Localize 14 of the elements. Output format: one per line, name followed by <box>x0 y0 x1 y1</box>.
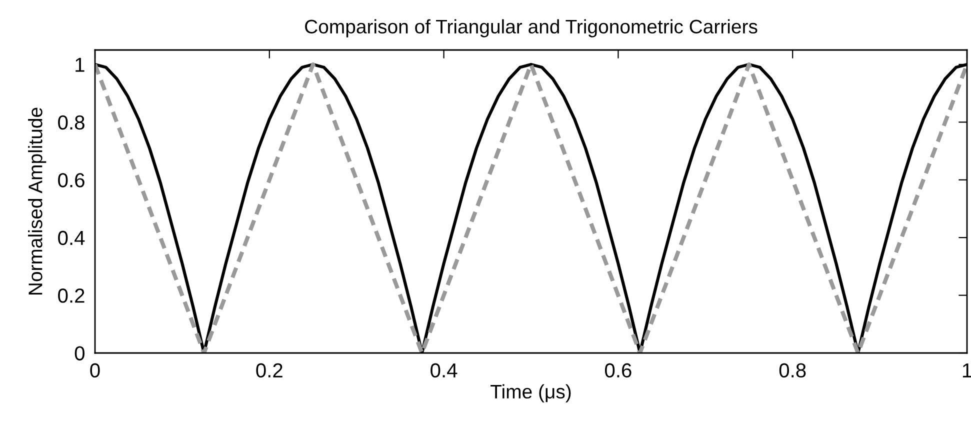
x-tick-label: 0.4 <box>430 363 458 378</box>
x-tick-label: 0 <box>90 363 100 378</box>
y-tick-label: 0.4 <box>58 230 85 246</box>
y-tick-label: 0 <box>74 346 84 360</box>
x-tick-label: 0.6 <box>604 363 632 378</box>
y-tick-label: 0.8 <box>58 115 84 130</box>
y-tick-label: 0.6 <box>58 173 84 188</box>
y-axis-title: Normalised Amplitude <box>28 108 46 294</box>
x-tick-label: 0.8 <box>779 363 806 378</box>
x-axis-title: Time (μs) <box>490 384 571 402</box>
y-tick-label: 1 <box>76 58 84 72</box>
x-tick-label: 0.2 <box>256 363 282 378</box>
chart-title: Comparison of Triangular and Trigonometric Carriers <box>305 19 758 38</box>
y-tick-label: 0.2 <box>58 288 84 303</box>
